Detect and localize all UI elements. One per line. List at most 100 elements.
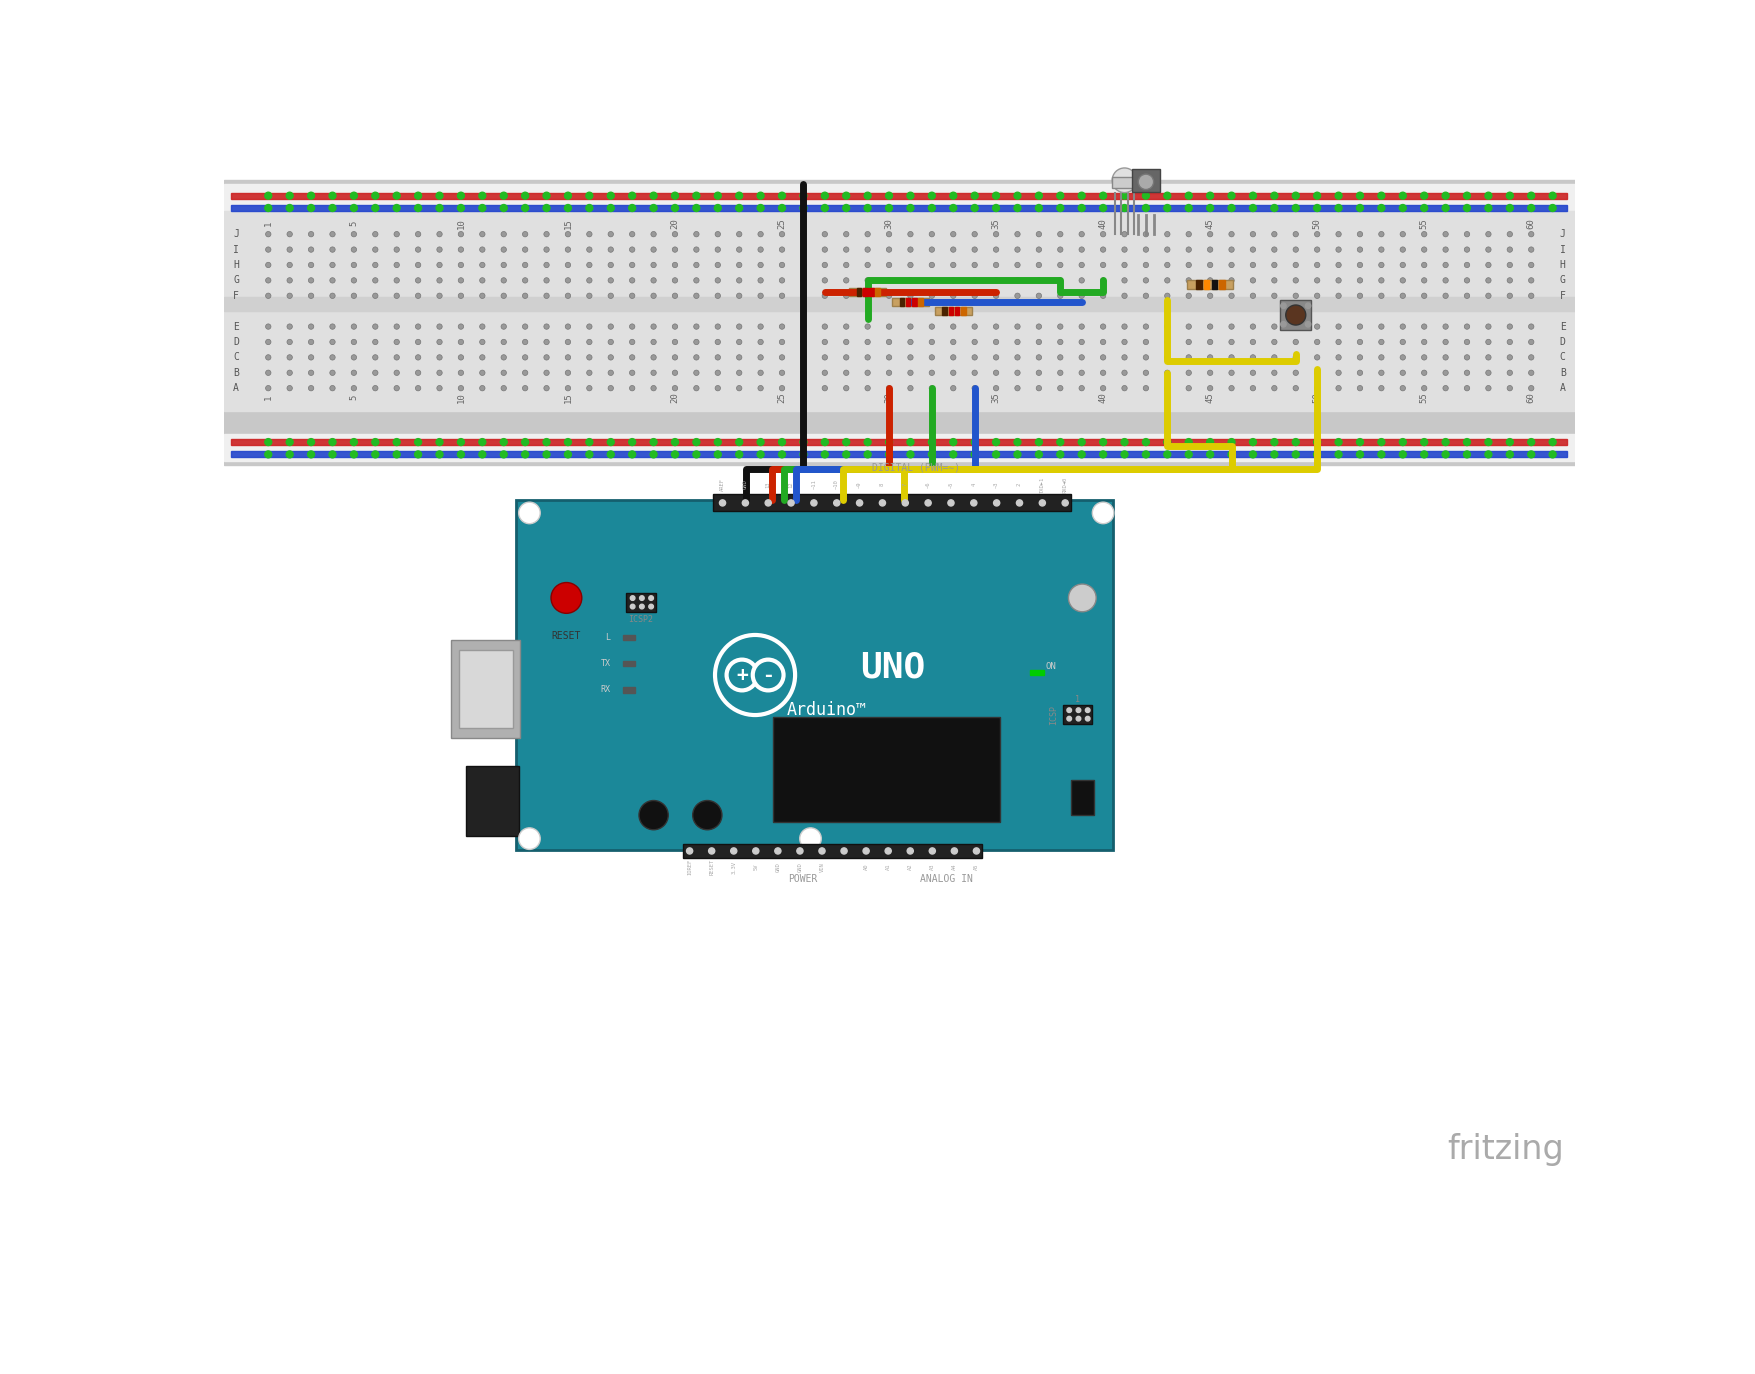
Circle shape [458,205,465,212]
Circle shape [821,386,828,390]
Bar [232,192,1567,199]
Circle shape [1443,205,1450,212]
Circle shape [1100,293,1106,298]
Text: GND: GND [776,863,781,872]
Circle shape [993,278,999,283]
Circle shape [1443,192,1450,199]
Circle shape [1079,370,1085,375]
Circle shape [500,354,507,360]
Circle shape [649,596,653,600]
Circle shape [1250,205,1257,212]
Circle shape [993,192,1000,199]
Circle shape [1506,438,1513,445]
Circle shape [865,278,870,283]
Circle shape [1529,386,1534,390]
Circle shape [1121,438,1128,445]
Circle shape [1058,231,1064,236]
Circle shape [1165,324,1171,330]
Circle shape [886,192,893,199]
Circle shape [1486,324,1492,330]
Circle shape [565,205,572,212]
Circle shape [500,324,507,330]
Circle shape [265,386,270,390]
Circle shape [993,438,1000,445]
Circle shape [1058,339,1064,345]
Circle shape [500,339,507,345]
Circle shape [1292,438,1299,445]
Circle shape [265,370,270,375]
Circle shape [1207,192,1214,199]
Circle shape [1100,192,1107,199]
Circle shape [1014,293,1020,298]
Circle shape [565,324,570,330]
Circle shape [1076,716,1081,721]
Circle shape [309,262,314,268]
Circle shape [693,247,698,253]
Circle shape [630,370,635,375]
Circle shape [1464,278,1469,283]
Circle shape [742,500,748,506]
Circle shape [1014,278,1020,283]
Circle shape [1508,231,1513,236]
Circle shape [544,339,549,345]
Circle shape [1292,205,1299,212]
Circle shape [1079,386,1085,390]
Circle shape [395,354,400,360]
Circle shape [309,247,314,253]
Circle shape [265,324,270,330]
Circle shape [265,278,270,283]
Text: A0: A0 [863,864,869,870]
Circle shape [907,293,913,298]
Bar [1132,169,1160,192]
Circle shape [886,438,893,445]
Circle shape [330,231,335,236]
Circle shape [1336,278,1341,283]
Circle shape [1100,262,1106,268]
Circle shape [1464,354,1469,360]
Circle shape [928,386,935,390]
Circle shape [1165,278,1171,283]
Circle shape [1550,205,1557,212]
Circle shape [1272,339,1278,345]
Circle shape [628,192,635,199]
Circle shape [1165,354,1171,360]
Circle shape [1207,231,1213,236]
Circle shape [821,339,828,345]
Text: GND: GND [742,480,748,489]
Circle shape [1506,451,1513,458]
Circle shape [993,262,999,268]
Circle shape [1078,192,1085,199]
Circle shape [951,386,956,390]
Text: 15: 15 [563,392,572,403]
Text: C: C [1560,352,1565,363]
Circle shape [1422,354,1427,360]
Circle shape [856,500,863,506]
Circle shape [288,293,293,298]
Circle shape [1293,262,1299,268]
Circle shape [1143,192,1150,199]
Circle shape [1035,205,1042,212]
Circle shape [693,278,698,283]
Circle shape [1186,262,1192,268]
Circle shape [1035,354,1041,360]
Circle shape [863,438,870,445]
Circle shape [1508,339,1513,345]
Circle shape [372,370,377,375]
Circle shape [437,262,442,268]
Circle shape [651,278,656,283]
Circle shape [686,848,693,855]
Circle shape [949,451,956,458]
Circle shape [523,324,528,330]
Text: ICSP: ICSP [1049,705,1058,725]
Text: 7: 7 [902,482,907,486]
Circle shape [1085,716,1090,721]
Circle shape [435,205,442,212]
Circle shape [651,339,656,345]
Circle shape [565,339,570,345]
Circle shape [351,278,356,283]
Circle shape [1293,370,1299,375]
Circle shape [720,500,725,506]
Circle shape [928,247,935,253]
Circle shape [1207,370,1213,375]
Circle shape [500,386,507,390]
